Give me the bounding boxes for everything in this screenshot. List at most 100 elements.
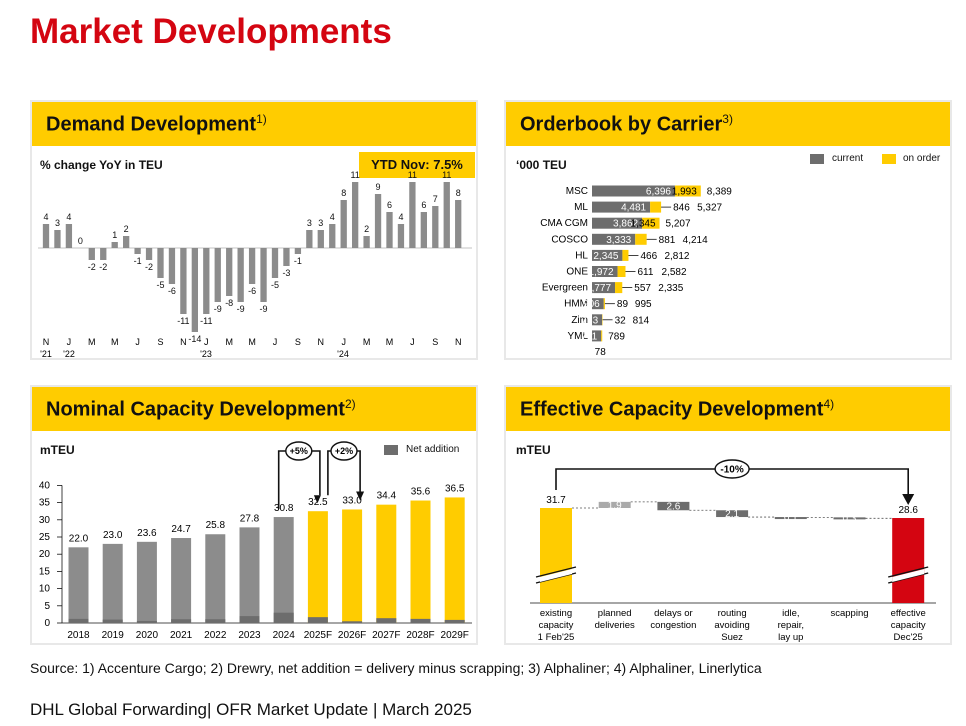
effective-bar bbox=[540, 508, 572, 603]
demand-bar bbox=[203, 248, 210, 314]
demand-value-label: -6 bbox=[248, 286, 256, 296]
demand-tick-label: M bbox=[248, 337, 256, 347]
nominal-ytick-label: 10 bbox=[39, 584, 51, 595]
demand-bar bbox=[226, 248, 233, 296]
nominal-ytick-label: 25 bbox=[39, 532, 51, 543]
demand-panel: Demand Development1) % change YoY in TEU… bbox=[30, 100, 478, 360]
effective-category-label: lay up bbox=[778, 632, 803, 643]
demand-value-label: 4 bbox=[398, 212, 403, 222]
demand-value-label: 8 bbox=[456, 188, 461, 198]
orderbook-category-label: ML bbox=[574, 202, 588, 213]
demand-bar bbox=[260, 248, 267, 302]
demand-value-label: -8 bbox=[225, 298, 233, 308]
demand-bar bbox=[317, 230, 324, 248]
orderbook-onorder-bar bbox=[635, 233, 647, 245]
demand-tick-label: J bbox=[410, 337, 415, 347]
effective-callout-bubble bbox=[714, 459, 750, 479]
effective-category-label: avoiding bbox=[714, 620, 749, 631]
demand-value-label: 3 bbox=[55, 218, 60, 228]
nominal-bar bbox=[342, 509, 363, 623]
demand-bar bbox=[54, 230, 61, 248]
legend-onorder-swatch bbox=[882, 154, 896, 164]
nominal-category-label: 2025F bbox=[304, 630, 332, 641]
nominal-ytick-label: 40 bbox=[39, 480, 51, 491]
callout-bubble-5 bbox=[285, 441, 313, 461]
orderbook-onorder-value: 466 bbox=[640, 251, 657, 262]
nominal-net-addition-bar bbox=[102, 619, 123, 623]
nominal-net-addition-bar bbox=[205, 619, 226, 623]
effective-value-label: 1.9 bbox=[608, 500, 622, 511]
demand-tick-label: N bbox=[180, 337, 187, 347]
nominal-ytick-label: 20 bbox=[39, 549, 51, 560]
legend-net-swatch bbox=[384, 445, 398, 455]
orderbook-onorder-value: 846 bbox=[673, 203, 690, 214]
orderbook-onorder-value: 1,993 bbox=[672, 187, 697, 198]
effective-bar bbox=[892, 518, 925, 603]
effective-category-label: Suez bbox=[721, 632, 743, 643]
demand-value-label: 6 bbox=[421, 200, 426, 210]
nominal-net-addition-bar bbox=[307, 617, 328, 623]
demand-value-label: -9 bbox=[237, 304, 245, 314]
nominal-bar bbox=[171, 538, 192, 623]
orderbook-current-bar bbox=[592, 298, 604, 310]
effective-category-label: existing bbox=[540, 608, 572, 619]
orderbook-current-value: 6,396 bbox=[646, 187, 671, 198]
effective-category-label: 1 Feb'25 bbox=[538, 632, 575, 643]
nominal-net-addition-bar bbox=[410, 618, 431, 623]
orderbook-current-value: 3,862 bbox=[613, 219, 638, 230]
orderbook-category-label: YML bbox=[567, 331, 588, 342]
nominal-chart: 0 5 10 15 20 25 30 35 40 22.0 2018 23.0 2019 23.6 2020… bbox=[39, 441, 472, 641]
demand-bar bbox=[397, 224, 405, 248]
nominal-unit: mTEU bbox=[40, 443, 75, 457]
effective-category-label: planned bbox=[598, 608, 632, 619]
nominal-category-label: 2028F bbox=[406, 630, 434, 641]
demand-tick-label: M bbox=[88, 337, 96, 347]
legend-net-label: Net addition bbox=[406, 444, 460, 455]
callout-arrowhead-2025 bbox=[313, 495, 321, 504]
effective-category-label: capacity bbox=[539, 620, 574, 631]
demand-bar bbox=[191, 248, 198, 332]
demand-value-label: -14 bbox=[188, 334, 201, 344]
demand-tick-label: M bbox=[363, 337, 371, 347]
nominal-net-addition-bar bbox=[171, 619, 192, 623]
orderbook-onorder-value: 1,345 bbox=[631, 219, 656, 230]
demand-tick-label: J bbox=[273, 337, 278, 347]
demand-bar bbox=[134, 248, 141, 254]
footer-text: DHL Global Forwarding| OFR Market Update… bbox=[30, 700, 472, 719]
nominal-category-label: 2029F bbox=[441, 630, 469, 641]
demand-bar bbox=[248, 248, 256, 284]
nominal-value-label: 27.8 bbox=[240, 513, 260, 524]
effective-category-label: scapping bbox=[830, 608, 868, 619]
nominal-ytick-label: 30 bbox=[39, 515, 51, 526]
effective-unit: mTEU bbox=[516, 443, 551, 457]
nominal-category-label: 2023 bbox=[238, 630, 261, 641]
demand-tick-label: M bbox=[386, 337, 394, 347]
nominal-ytick-label: 35 bbox=[39, 498, 51, 509]
effective-category-label: Dec'25 bbox=[894, 632, 923, 643]
page-title: Market Developments bbox=[30, 12, 392, 51]
demand-bar bbox=[443, 182, 450, 248]
demand-value-label: 1 bbox=[112, 230, 117, 240]
orderbook-total-value: 2,582 bbox=[662, 267, 687, 278]
demand-value-label: 6 bbox=[387, 200, 392, 210]
demand-value-label: -9 bbox=[260, 304, 268, 314]
demand-bar bbox=[352, 182, 359, 248]
nominal-value-label: 34.4 bbox=[377, 491, 397, 502]
effective-category-label: idle, bbox=[782, 608, 799, 619]
orderbook-current-bar bbox=[592, 201, 651, 213]
demand-bar bbox=[157, 248, 164, 278]
orderbook-current-value: 1,972 bbox=[589, 267, 614, 278]
demand-year-label: '22 bbox=[63, 349, 75, 359]
orderbook-current-value: 906 bbox=[583, 299, 600, 310]
demand-value-label: 2 bbox=[364, 224, 369, 234]
effective-panel: Effective Capacity Development4) mTEU 31… bbox=[504, 385, 952, 645]
demand-value-label: -3 bbox=[282, 268, 290, 278]
nominal-ytick-label: 15 bbox=[39, 566, 51, 577]
orderbook-total-value: 995 bbox=[635, 299, 652, 310]
orderbook-total-value: 2,335 bbox=[658, 283, 683, 294]
nominal-title: Nominal Capacity Development2) bbox=[46, 397, 356, 421]
nominal-value-label: 32.5 bbox=[308, 497, 328, 508]
nominal-net-addition-bar bbox=[376, 618, 397, 623]
demand-value-label: 11 bbox=[442, 170, 451, 180]
